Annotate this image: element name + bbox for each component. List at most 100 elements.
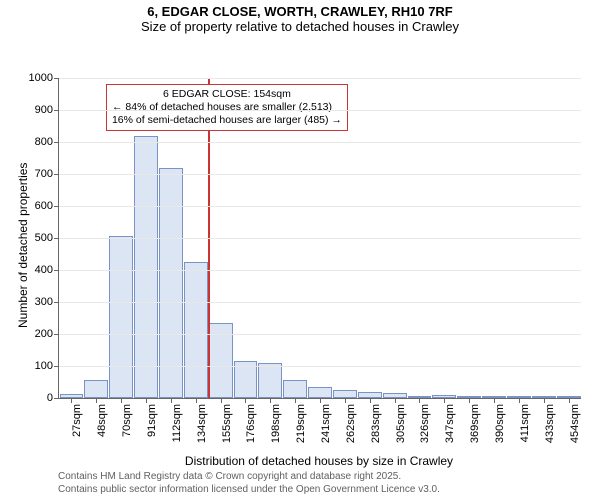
gridline xyxy=(59,174,581,175)
x-tick-label: 70sqm xyxy=(121,404,133,437)
x-tick-label: 91sqm xyxy=(146,404,158,437)
x-tick-mark xyxy=(444,398,445,403)
gridline xyxy=(59,110,581,111)
x-tick-label: 262sqm xyxy=(345,404,357,443)
gridline xyxy=(59,206,581,207)
histogram-bar xyxy=(109,236,133,398)
x-tick: 70sqm xyxy=(109,398,134,458)
x-tick: 283sqm xyxy=(357,398,382,458)
x-tick-label: 48sqm xyxy=(96,404,108,437)
y-tick-label: 400 xyxy=(35,264,59,276)
footer-line1: Contains HM Land Registry data © Crown c… xyxy=(58,470,440,483)
annotation-line1: 6 EDGAR CLOSE: 154sqm xyxy=(112,88,342,101)
gridline xyxy=(59,270,581,271)
reference-annotation: 6 EDGAR CLOSE: 154sqm ← 84% of detached … xyxy=(106,84,348,131)
x-tick: 48sqm xyxy=(84,398,109,458)
x-tick-label: 390sqm xyxy=(494,404,506,443)
x-tick-label: 347sqm xyxy=(444,404,456,443)
x-tick-mark xyxy=(96,398,97,403)
x-tick-mark xyxy=(146,398,147,403)
x-tick-label: 27sqm xyxy=(71,404,83,437)
x-tick-label: 326sqm xyxy=(419,404,431,443)
x-tick-label: 454sqm xyxy=(569,404,581,443)
x-tick: 241sqm xyxy=(308,398,333,458)
x-tick: 155sqm xyxy=(208,398,233,458)
x-tick: 198sqm xyxy=(258,398,283,458)
x-tick-mark xyxy=(419,398,420,403)
y-tick-label: 700 xyxy=(35,168,59,180)
x-tick-mark xyxy=(544,398,545,403)
x-tick-mark xyxy=(345,398,346,403)
y-tick-label: 500 xyxy=(35,232,59,244)
gridline xyxy=(59,238,581,239)
x-tick-mark xyxy=(469,398,470,403)
histogram-bar xyxy=(258,363,282,398)
y-tick-label: 100 xyxy=(35,360,59,372)
x-axis-label: Distribution of detached houses by size … xyxy=(58,454,580,468)
x-tick-mark xyxy=(71,398,72,403)
x-tick: 369sqm xyxy=(457,398,482,458)
gridline xyxy=(59,302,581,303)
y-tick-label: 600 xyxy=(35,200,59,212)
x-tick-mark xyxy=(519,398,520,403)
x-tick-label: 176sqm xyxy=(245,404,257,443)
x-tick-label: 305sqm xyxy=(395,404,407,443)
x-tick: 411sqm xyxy=(506,398,531,458)
gridline xyxy=(59,78,581,79)
x-tick: 134sqm xyxy=(183,398,208,458)
histogram-bar xyxy=(184,262,208,398)
histogram-bar xyxy=(84,380,108,398)
x-tick-mark xyxy=(494,398,495,403)
y-tick-label: 1000 xyxy=(29,72,59,84)
x-tick-mark xyxy=(370,398,371,403)
x-tick-label: 219sqm xyxy=(295,404,307,443)
x-tick-label: 411sqm xyxy=(519,404,531,442)
x-tick-label: 241sqm xyxy=(320,404,332,443)
y-tick-label: 300 xyxy=(35,296,59,308)
annotation-line3: 16% of semi-detached houses are larger (… xyxy=(112,114,342,127)
x-tick-mark xyxy=(221,398,222,403)
x-tick: 390sqm xyxy=(482,398,507,458)
x-tick-label: 134sqm xyxy=(196,404,208,443)
gridline xyxy=(59,334,581,335)
gridline xyxy=(59,366,581,367)
x-tick-mark xyxy=(320,398,321,403)
x-tick-label: 369sqm xyxy=(469,404,481,443)
x-tick-label: 283sqm xyxy=(370,404,382,443)
page-subtitle: Size of property relative to detached ho… xyxy=(0,19,600,34)
y-tick-label: 800 xyxy=(35,136,59,148)
x-tick: 347sqm xyxy=(432,398,457,458)
x-tick: 454sqm xyxy=(556,398,581,458)
x-tick-mark xyxy=(569,398,570,403)
attribution-footer: Contains HM Land Registry data © Crown c… xyxy=(58,470,440,496)
y-tick-label: 900 xyxy=(35,104,59,116)
annotation-line2: ← 84% of detached houses are smaller (2,… xyxy=(112,101,342,114)
y-axis-label: Number of detached properties xyxy=(16,163,30,328)
x-tick-mark xyxy=(395,398,396,403)
x-tick-mark xyxy=(270,398,271,403)
footer-line2: Contains public sector information licen… xyxy=(58,483,440,496)
gridline xyxy=(59,142,581,143)
histogram-bar xyxy=(333,390,357,398)
x-tick-mark xyxy=(171,398,172,403)
x-tick-label: 112sqm xyxy=(171,404,183,442)
x-tick-mark xyxy=(196,398,197,403)
x-tick-label: 155sqm xyxy=(221,404,233,443)
x-tick: 27sqm xyxy=(59,398,84,458)
x-tick-mark xyxy=(295,398,296,403)
y-tick-label: 200 xyxy=(35,328,59,340)
histogram-bar xyxy=(283,380,307,398)
x-tick: 433sqm xyxy=(531,398,556,458)
x-tick: 176sqm xyxy=(233,398,258,458)
x-tick: 326sqm xyxy=(407,398,432,458)
x-tick: 262sqm xyxy=(332,398,357,458)
x-tick-mark xyxy=(121,398,122,403)
x-tick-label: 198sqm xyxy=(270,404,282,443)
y-tick-label: 0 xyxy=(47,392,59,404)
histogram-bar xyxy=(159,168,183,398)
x-tick: 112sqm xyxy=(158,398,183,458)
page-title: 6, EDGAR CLOSE, WORTH, CRAWLEY, RH10 7RF xyxy=(0,4,600,19)
x-tick-mark xyxy=(245,398,246,403)
x-tick: 219sqm xyxy=(283,398,308,458)
x-tick-label: 433sqm xyxy=(544,404,556,443)
